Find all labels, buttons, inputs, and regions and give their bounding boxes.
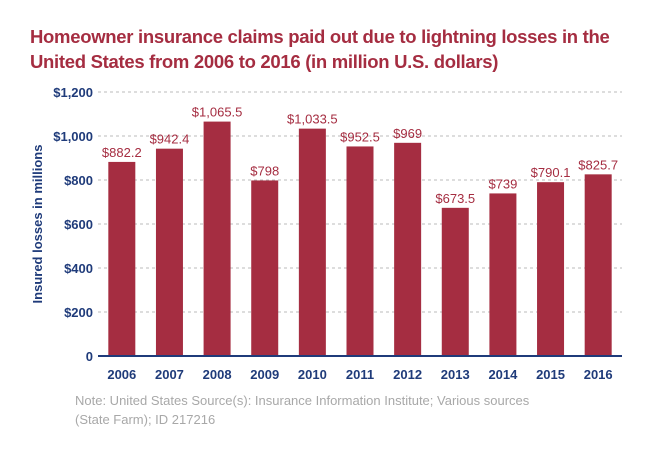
data-label: $825.7 <box>578 157 618 172</box>
x-tick-label: 2011 <box>346 367 374 382</box>
bar <box>108 161 136 356</box>
data-label: $882.2 <box>102 145 142 160</box>
chart-title: Homeowner insurance claims paid out due … <box>30 26 610 72</box>
x-tick-label: 2012 <box>393 367 422 382</box>
x-tick-label: 2016 <box>584 367 613 382</box>
data-label: $969 <box>393 126 422 141</box>
bar <box>203 121 231 356</box>
x-tick-label: 2007 <box>155 367 184 382</box>
x-tick-label: 2014 <box>488 367 518 382</box>
data-label: $952.5 <box>340 129 380 144</box>
data-label: $798 <box>250 163 279 178</box>
y-tick-label: $1,200 <box>53 85 93 100</box>
data-label: $1,033.5 <box>287 112 338 127</box>
y-tick-label: $1,000 <box>53 129 93 144</box>
bar <box>298 128 326 356</box>
y-tick-label: $400 <box>64 261 93 276</box>
data-label: $1,065.5 <box>192 105 243 120</box>
x-tick-label: 2015 <box>536 367 565 382</box>
bar <box>584 174 612 356</box>
bar <box>346 146 374 356</box>
x-tick-label: 2013 <box>441 367 470 382</box>
bar <box>394 142 422 356</box>
y-tick-label: 0 <box>86 349 93 364</box>
note-line-2: (State Farm); ID 217216 <box>75 412 216 427</box>
x-tick-label: 2006 <box>107 367 136 382</box>
y-tick-label: $800 <box>64 173 93 188</box>
data-label: $790.1 <box>531 165 571 180</box>
note-line-1: Note: United States Source(s): Insurance… <box>75 393 530 408</box>
bar <box>251 180 279 356</box>
bar <box>537 182 565 356</box>
bar <box>155 148 183 356</box>
data-label: $673.5 <box>435 191 475 206</box>
data-label: $942.4 <box>150 132 190 147</box>
y-axis-title: Insured losses in millions <box>30 145 45 304</box>
data-label: $739 <box>488 176 517 191</box>
bar <box>441 207 469 356</box>
x-tick-label: 2009 <box>250 367 279 382</box>
source-note: Note: United States Source(s): Insurance… <box>75 391 615 429</box>
y-tick-label: $600 <box>64 217 93 232</box>
y-tick-label: $200 <box>64 305 93 320</box>
x-tick-label: 2008 <box>203 367 232 382</box>
bar <box>489 193 517 356</box>
x-tick-label: 2010 <box>298 367 327 382</box>
